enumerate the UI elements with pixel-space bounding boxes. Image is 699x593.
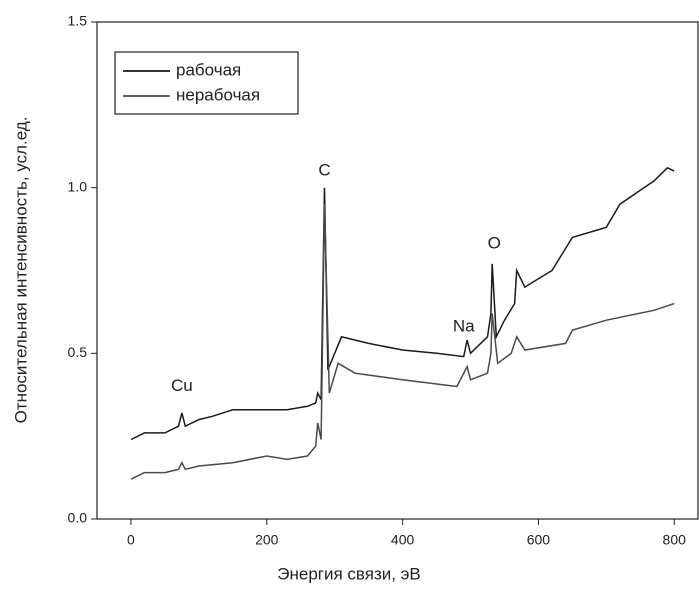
plot-frame xyxy=(96,21,699,520)
annotation: Na xyxy=(453,316,475,335)
y-axis-label: Относительная интенсивность, усл.ед. xyxy=(11,117,30,424)
y-tick-label: 0.5 xyxy=(68,344,88,360)
x-tick-label: 200 xyxy=(255,532,279,548)
y-tick-label: 1.5 xyxy=(68,13,88,29)
legend-box xyxy=(114,51,299,115)
legend-label: рабочая xyxy=(176,60,241,79)
annotation: O xyxy=(488,233,501,252)
x-tick-label: 600 xyxy=(527,532,551,548)
annotation: C xyxy=(318,161,330,180)
series-line xyxy=(130,204,675,480)
y-tick-label: 0.0 xyxy=(68,510,88,526)
x-tick-label: 0 xyxy=(127,532,135,548)
x-tick-label: 400 xyxy=(391,532,415,548)
x-tick-label: 800 xyxy=(663,532,687,548)
y-tick-label: 1.0 xyxy=(68,178,88,194)
annotation: Cu xyxy=(171,376,193,395)
legend-label: нерабочая xyxy=(176,85,260,104)
series-line xyxy=(130,166,675,441)
x-axis-label: Энергия связи, эВ xyxy=(277,564,420,583)
